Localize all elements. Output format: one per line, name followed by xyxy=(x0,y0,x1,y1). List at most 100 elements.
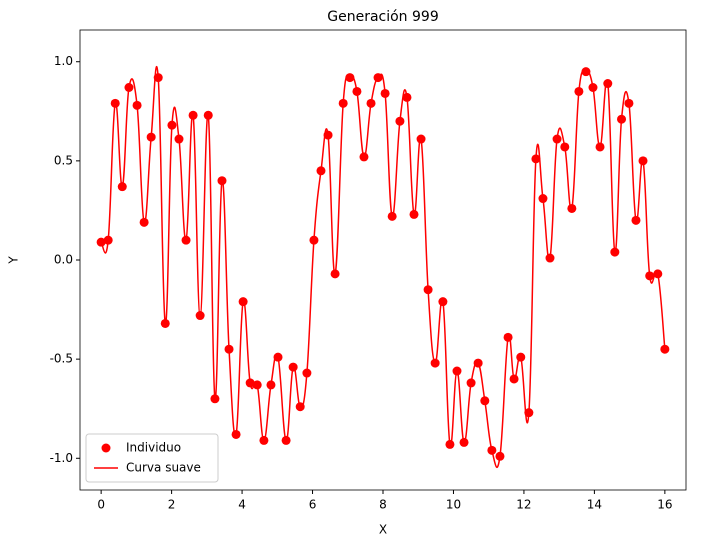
point xyxy=(567,203,577,213)
point xyxy=(210,394,220,404)
point xyxy=(624,98,634,108)
point xyxy=(516,352,526,362)
point xyxy=(631,215,641,225)
point xyxy=(495,451,505,461)
x-tick-label: 8 xyxy=(379,498,387,512)
point xyxy=(224,344,234,354)
point xyxy=(309,235,319,245)
point xyxy=(252,380,262,390)
plot-frame xyxy=(79,29,687,491)
point xyxy=(395,116,405,126)
point xyxy=(552,134,562,144)
x-tick-label: 6 xyxy=(309,498,317,512)
y-tick-label: 0.5 xyxy=(54,153,73,167)
x-tick-label: 14 xyxy=(587,498,602,512)
point xyxy=(524,408,534,418)
point xyxy=(302,368,312,378)
point xyxy=(595,142,605,152)
point xyxy=(231,429,241,439)
point xyxy=(538,194,548,204)
point xyxy=(503,332,513,342)
point xyxy=(645,271,655,281)
point xyxy=(174,134,184,144)
point xyxy=(352,86,362,96)
x-tick-label: 12 xyxy=(516,498,531,512)
x-tick-label: 0 xyxy=(97,498,105,512)
y-tick-label: 0.0 xyxy=(54,253,73,267)
smooth-curve xyxy=(100,66,666,469)
point xyxy=(330,269,340,279)
point xyxy=(124,83,134,92)
point xyxy=(132,100,142,110)
y-axis-label: Y xyxy=(7,256,21,265)
y-tick-label: -1.0 xyxy=(50,451,73,465)
x-tick-label: 4 xyxy=(238,498,246,512)
point xyxy=(103,235,113,245)
point xyxy=(359,152,369,162)
point xyxy=(610,247,620,257)
point xyxy=(416,134,426,144)
y-tick-label: -0.5 xyxy=(50,352,73,366)
point xyxy=(653,269,663,279)
point xyxy=(445,439,455,449)
point xyxy=(438,297,448,307)
point xyxy=(402,92,412,102)
point xyxy=(423,285,433,295)
point xyxy=(188,110,198,120)
point xyxy=(259,435,269,445)
point xyxy=(245,378,255,388)
point xyxy=(139,217,149,227)
point xyxy=(288,362,298,372)
point xyxy=(560,142,570,152)
point xyxy=(487,445,497,455)
y-tick-label: 1.0 xyxy=(54,54,73,68)
x-axis-label: X xyxy=(379,523,387,537)
point xyxy=(366,98,376,108)
point xyxy=(452,366,462,376)
point xyxy=(295,402,305,412)
x-tick-label: 10 xyxy=(446,498,461,512)
point xyxy=(509,374,519,384)
point xyxy=(617,114,627,124)
point xyxy=(181,235,191,245)
point xyxy=(409,209,419,219)
point xyxy=(574,86,584,96)
x-tick-label: 2 xyxy=(168,498,176,512)
legend-label: Individuo xyxy=(126,441,181,455)
point xyxy=(217,176,227,186)
point xyxy=(203,110,213,120)
point xyxy=(316,166,326,176)
x-tick-label: 16 xyxy=(657,498,672,512)
point xyxy=(281,435,291,445)
point xyxy=(588,83,598,92)
point xyxy=(430,358,440,368)
point xyxy=(110,98,120,108)
point xyxy=(160,318,170,328)
point xyxy=(380,88,390,98)
point xyxy=(117,182,127,192)
point xyxy=(459,437,469,447)
point xyxy=(373,73,383,83)
point xyxy=(96,237,106,247)
point xyxy=(195,311,205,321)
point xyxy=(266,380,276,390)
point xyxy=(545,253,555,263)
point xyxy=(638,156,648,166)
point xyxy=(146,132,156,142)
point xyxy=(473,358,483,368)
point xyxy=(238,297,248,307)
point xyxy=(466,378,476,388)
point xyxy=(153,73,163,83)
point xyxy=(338,98,348,108)
point xyxy=(581,67,591,77)
point xyxy=(387,211,397,221)
legend-marker xyxy=(101,443,111,453)
point xyxy=(323,130,333,140)
point xyxy=(345,73,355,83)
point xyxy=(273,352,283,362)
point xyxy=(167,120,177,130)
chart-title: Generación 999 xyxy=(327,9,438,25)
point xyxy=(480,396,490,406)
legend-label: Curva suave xyxy=(126,461,201,475)
